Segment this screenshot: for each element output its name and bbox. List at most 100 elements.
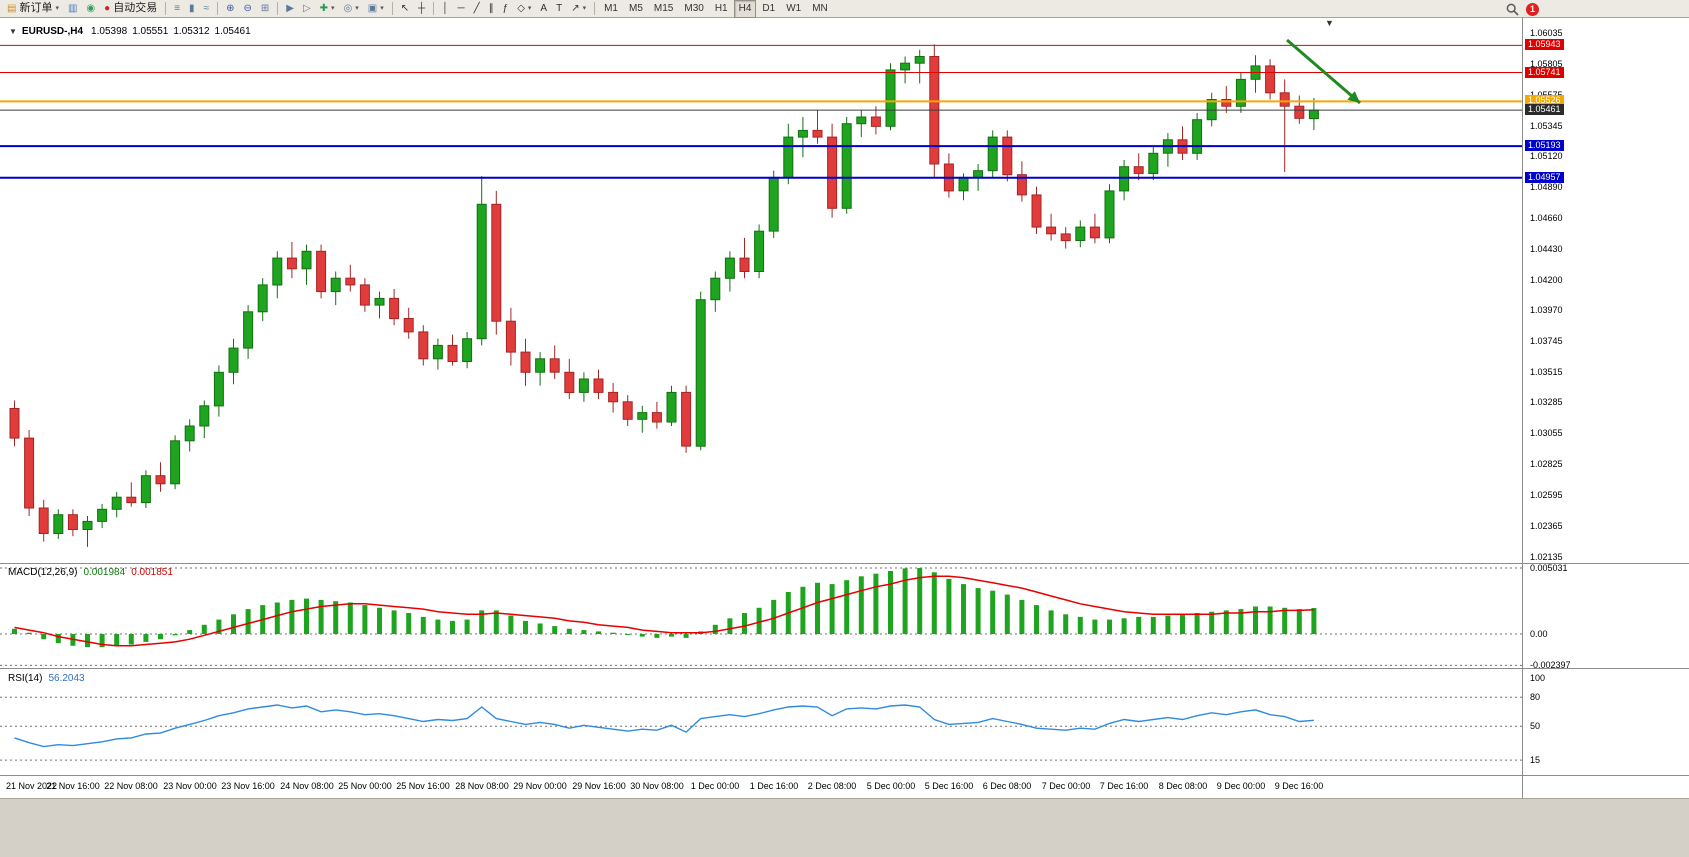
crosshair-button[interactable]: ┼ bbox=[414, 0, 429, 18]
arrows-button[interactable]: ↗ ▾ bbox=[567, 0, 590, 18]
macd-signal-value: 0.001851 bbox=[131, 567, 173, 578]
timeframe-h4-button-label: H4 bbox=[738, 2, 752, 14]
label-button[interactable]: T bbox=[552, 0, 566, 18]
timeframe-m30-button[interactable]: M30 bbox=[679, 0, 708, 18]
timeframe-m1-button-label: M1 bbox=[604, 2, 618, 14]
candlestick-icon: ▮ bbox=[189, 2, 195, 14]
line-chart-mode-button[interactable]: ≈ bbox=[200, 0, 214, 18]
timeframe-w1-button[interactable]: W1 bbox=[781, 0, 806, 18]
time-axis-label: 21 Nov 2022 bbox=[6, 781, 58, 791]
main-chart-canvas[interactable] bbox=[0, 18, 1522, 564]
price-axis[interactable]: 1.060351.058051.055751.053451.051201.048… bbox=[1523, 18, 1689, 798]
rsi-axis-label: 50 bbox=[1530, 721, 1541, 731]
panel-separator[interactable] bbox=[0, 668, 1689, 669]
chart-shift-button[interactable]: ▷ bbox=[299, 0, 315, 18]
price-axis-label: 1.05805 bbox=[1530, 59, 1563, 69]
indicators-button[interactable]: ✚ ▾ bbox=[316, 0, 339, 18]
caret-down-icon: ▾ bbox=[380, 5, 384, 12]
toolbar-separator bbox=[165, 2, 167, 15]
ohlc-high: 1.05551 bbox=[132, 26, 169, 37]
timeframe-h1-button[interactable]: H1 bbox=[710, 0, 733, 18]
timeframe-mn-button[interactable]: MN bbox=[807, 0, 833, 18]
crosshair-icon: ┼ bbox=[418, 2, 426, 14]
market-watch-button[interactable]: ◉ bbox=[82, 0, 99, 18]
timeframe-m5-button[interactable]: M5 bbox=[624, 0, 648, 18]
chart-shift-icon: ▷ bbox=[302, 2, 311, 14]
symbol-period-label: EURUSD-,H4 bbox=[21, 26, 84, 37]
time-axis-label: 7 Dec 16:00 bbox=[1099, 781, 1149, 791]
autotrading-button[interactable]: ● 自动交易 bbox=[100, 0, 161, 18]
template-icon: ▣ bbox=[367, 2, 378, 14]
panel-separator[interactable] bbox=[0, 563, 1689, 564]
auto-scroll-button[interactable]: ▶ bbox=[282, 0, 298, 18]
macd-main-value: 0.001984 bbox=[83, 567, 126, 578]
macd-axis-label: -0.002397 bbox=[1530, 660, 1571, 670]
timeframe-h1-button-label: H1 bbox=[714, 2, 728, 14]
chart-shift-marker[interactable]: ▼ bbox=[1325, 18, 1334, 28]
toolbar-separator bbox=[391, 2, 393, 15]
cursor-icon: ↖ bbox=[400, 2, 410, 14]
fibonacci-icon: ƒ bbox=[502, 2, 509, 14]
time-axis[interactable]: 21 Nov 2022 21 Nov 16:00 22 Nov 08:00 23 No… bbox=[0, 776, 1522, 798]
templates-button[interactable]: ▣ ▾ bbox=[364, 0, 388, 18]
zoom-out-button[interactable]: ⊖ bbox=[239, 0, 255, 18]
main-toolbar: ▤ 新订单 ▾ ▥ ◉ ● 自动交易 ≡ ▮ ≈ ⊕ ⊖ ⊞ ▶ ▷ ✚ ▾ ◎ ▾ ▣ ▾ ↖ ┼ │ ─ ╱ ∥ ƒ ◇ ▾ A T ↗ ▾ M… bbox=[0, 0, 1689, 18]
price-axis-label: 1.02365 bbox=[1530, 521, 1563, 531]
window-bottom-area bbox=[0, 798, 1689, 857]
price-axis-label: 1.03285 bbox=[1530, 397, 1563, 407]
price-axis-label: 1.02825 bbox=[1530, 459, 1563, 469]
channel-button[interactable]: ∥ bbox=[485, 0, 498, 18]
text-button[interactable]: A bbox=[536, 0, 551, 18]
time-axis-label: 22 Nov 08:00 bbox=[104, 781, 158, 791]
price-axis-label: 1.04660 bbox=[1530, 213, 1563, 223]
fibonacci-button[interactable]: ƒ bbox=[499, 0, 513, 18]
horizontal-line-button[interactable]: ─ bbox=[454, 0, 469, 18]
panel-separator bbox=[0, 775, 1689, 776]
time-axis-label: 24 Nov 08:00 bbox=[280, 781, 334, 791]
timeframe-m1-button[interactable]: M1 bbox=[599, 0, 623, 18]
ohlc-close: 1.05461 bbox=[214, 26, 251, 37]
tile-windows-icon: ⊞ bbox=[260, 2, 270, 14]
time-axis-label: 29 Nov 16:00 bbox=[572, 781, 626, 791]
vertical-line-button[interactable]: │ bbox=[438, 0, 452, 18]
timeframe-d1-button[interactable]: D1 bbox=[757, 0, 780, 18]
rsi-legend: RSI(14) 56.2043 bbox=[8, 673, 85, 684]
price-axis-label: 1.04430 bbox=[1530, 244, 1563, 254]
periods-button[interactable]: ◎ ▾ bbox=[340, 0, 363, 18]
timeframe-mn-button-label: MN bbox=[812, 2, 828, 14]
macd-panel-canvas[interactable] bbox=[0, 564, 1522, 668]
toolbar-separator bbox=[433, 2, 435, 15]
time-axis-label: 2 Dec 08:00 bbox=[807, 781, 857, 791]
tile-windows-button[interactable]: ⊞ bbox=[257, 0, 273, 18]
caret-down-icon: ▾ bbox=[331, 5, 335, 12]
price-axis-label: 1.03745 bbox=[1530, 336, 1563, 346]
autotrading-status-icon: ● bbox=[104, 2, 111, 14]
notifications-badge[interactable]: 1 bbox=[1526, 2, 1539, 16]
zoom-in-button[interactable]: ⊕ bbox=[222, 0, 238, 18]
chart-window-button[interactable]: ▥ bbox=[64, 0, 81, 18]
time-axis-label: 1 Dec 16:00 bbox=[749, 781, 799, 791]
bar-chart-mode-button[interactable]: ≡ bbox=[170, 0, 184, 18]
cursor-button[interactable]: ↖ bbox=[397, 0, 413, 18]
shapes-button[interactable]: ◇ ▾ bbox=[513, 0, 535, 18]
chart-window: ▼ EURUSD-,H4 1.05398 1.05551 1.05312 1.0… bbox=[0, 18, 1689, 798]
trendline-button[interactable]: ╱ bbox=[470, 0, 484, 18]
macd-title: MACD(12,26,9) bbox=[8, 567, 78, 578]
toolbar-separator bbox=[594, 2, 596, 15]
timeframe-h4-button[interactable]: H4 bbox=[733, 0, 757, 18]
toolbar-separator bbox=[277, 2, 279, 15]
rsi-panel-canvas[interactable] bbox=[0, 669, 1522, 775]
new-order-button[interactable]: ▤ 新订单 ▾ bbox=[3, 0, 63, 18]
search-button[interactable] bbox=[1506, 3, 1519, 16]
timeframe-m30-button-label: M30 bbox=[684, 2, 704, 14]
rsi-axis-label: 15 bbox=[1530, 755, 1541, 765]
price-axis-label: 1.03515 bbox=[1530, 367, 1563, 377]
one-click-trading-toggle[interactable]: ▼ bbox=[9, 27, 17, 36]
price-axis-label: 1.02135 bbox=[1530, 552, 1563, 562]
rsi-axis-label: 100 bbox=[1530, 673, 1546, 683]
timeframe-w1-button-label: W1 bbox=[786, 2, 802, 14]
timeframe-m15-button[interactable]: M15 bbox=[649, 0, 678, 18]
resistance-line-1-price-tag: 1.05943 bbox=[1525, 39, 1564, 50]
candlestick-mode-button[interactable]: ▮ bbox=[185, 0, 199, 18]
line-chart-icon: ≈ bbox=[203, 2, 210, 14]
